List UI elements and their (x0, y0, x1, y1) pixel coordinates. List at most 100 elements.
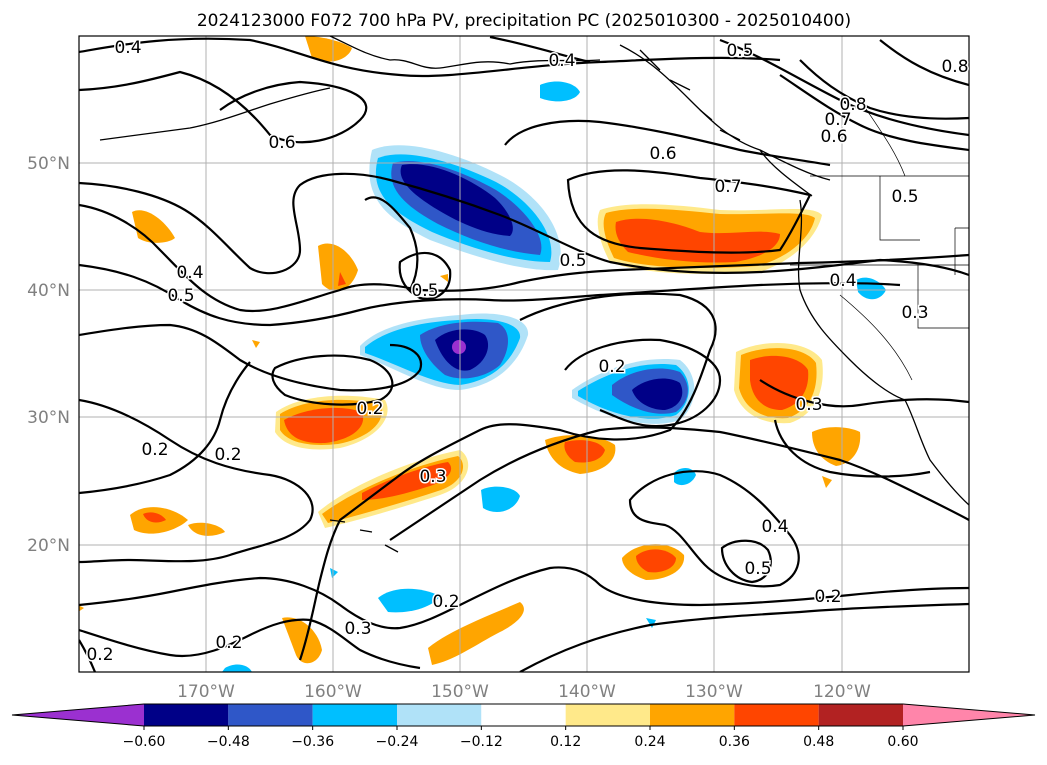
pv-contour-line (79, 172, 969, 277)
map-background (79, 36, 969, 672)
pv-contour-line (79, 70, 368, 144)
pv-contour-line (759, 379, 969, 408)
pos-anomaly-region (252, 340, 260, 348)
colorbar-segment (397, 704, 482, 726)
contour-label: 0.7 (714, 177, 741, 197)
colorbar-segment (144, 704, 229, 726)
colorbar-segment (481, 704, 566, 726)
colorbar-segment (565, 704, 650, 726)
lat-tick-label: 20°N (27, 536, 70, 556)
colorbar-tick-label: 0.48 (803, 734, 834, 750)
coastlines (99, 36, 969, 553)
contour-label: 0.4 (761, 517, 788, 537)
latitude-labels: 50°N 40°N 30°N 20°N (27, 154, 70, 556)
colorbar: −0.60 −0.48 −0.36 −0.24 −0.12 0.12 0.24 0.36 0.4… (11, 703, 1036, 750)
pv-contour-line (79, 361, 251, 495)
colorbar-tick-label: −0.36 (291, 734, 334, 750)
colorbar-tick-label: 0.60 (887, 734, 918, 750)
neg-anomaly-region (378, 588, 440, 613)
lat-tick-label: 50°N (27, 154, 70, 174)
coastline-aleutians (99, 87, 331, 141)
pv-contour-line (566, 169, 812, 254)
coastline-alaska (329, 36, 601, 69)
contour-label: 0.5 (726, 41, 753, 61)
contour-label: 0.2 (86, 645, 113, 665)
pv-contour-line (489, 36, 591, 64)
contour-label: 0.3 (901, 303, 928, 323)
neg-anomaly-region (632, 378, 683, 410)
neg-anomaly-region (452, 340, 466, 354)
pv-contour-line (773, 419, 931, 478)
contour-label: 0.7 (824, 110, 851, 130)
lat-tick-label: 30°N (27, 408, 70, 428)
pv-contour-line (271, 354, 394, 406)
neg-anomaly-region (481, 486, 520, 512)
colorbar-tick-label: −0.60 (123, 734, 166, 750)
pv-contour-line (364, 196, 419, 291)
pv-contour-line (79, 398, 314, 564)
contour-label: 0.2 (215, 633, 242, 653)
border-state (839, 294, 913, 381)
contour-label: 0.2 (214, 445, 241, 465)
pv-contour-line (720, 539, 772, 584)
pos-anomaly-region (564, 440, 605, 463)
pos-anomaly-region (318, 243, 358, 292)
lon-tick-label: 170°W (177, 682, 235, 702)
pv-contour-line (79, 323, 423, 392)
contour-label: 0.5 (411, 281, 438, 301)
neg-anomaly-region (646, 618, 656, 628)
contour-label: 0.6 (268, 133, 295, 153)
pv-contour-line (564, 338, 722, 428)
colorbar-segment (650, 704, 735, 726)
contour-label: 0.5 (891, 187, 918, 207)
contour-label: 0.5 (559, 251, 586, 271)
contour-label: 0.2 (598, 357, 625, 377)
political-borders (790, 99, 969, 381)
contour-label: 0.2 (356, 399, 383, 419)
colorbar-tick-label: −0.48 (207, 734, 250, 750)
neg-anomaly-region (222, 664, 252, 672)
neg-anomaly-region (330, 568, 338, 578)
contour-label: 0.3 (344, 619, 371, 639)
contour-label: 0.4 (548, 51, 575, 71)
pv-contour-line (79, 618, 421, 670)
pv-contour-line (398, 251, 452, 300)
contour-label: 0.2 (141, 440, 168, 460)
pv-contour-line (719, 38, 969, 137)
pos-anomaly-region (305, 36, 352, 62)
pv-contour-line (779, 74, 969, 152)
border-province (859, 99, 906, 177)
pos-anomaly-region (79, 605, 84, 612)
pv-contour-line (298, 292, 717, 661)
pv-contour-line (628, 470, 800, 588)
colorbar-tick-label: 0.24 (634, 734, 665, 750)
map-frame (78, 35, 970, 673)
pv-contour-line (79, 263, 901, 327)
pv-contour-line (79, 203, 969, 312)
pos-anomaly-region (143, 512, 166, 523)
border-state (879, 176, 920, 241)
pos-anomaly-region (440, 274, 448, 282)
map-area (78, 35, 970, 673)
lon-tick-label: 140°W (558, 682, 616, 702)
lon-tick-label: 160°W (304, 682, 362, 702)
lon-tick-label: 130°W (685, 682, 743, 702)
contour-label: 0.8 (941, 57, 968, 77)
pv-contour-line (504, 119, 831, 167)
pv-contour-line (879, 39, 969, 87)
contour-label: 0.4 (829, 271, 856, 291)
contour-label: 0.5 (167, 286, 194, 306)
contour-label: 0.6 (649, 144, 676, 164)
contour-labels: 0.4 0.5 0.4 0.8 0.8 0.7 0.6 0.6 0.6 0.7 … (85, 37, 970, 667)
contour-label: 0.8 (839, 95, 866, 115)
colorbar-segment (734, 704, 819, 726)
pos-anomaly-region (428, 602, 524, 665)
pos-anomaly-region (338, 272, 346, 286)
pv-contour-line (799, 59, 969, 120)
contour-label: 0.3 (419, 467, 446, 487)
colorbar-segment (818, 704, 903, 726)
colorbar-extend-low (12, 704, 144, 726)
contour-label: 0.4 (176, 263, 203, 283)
coastline-west-us (797, 199, 969, 506)
